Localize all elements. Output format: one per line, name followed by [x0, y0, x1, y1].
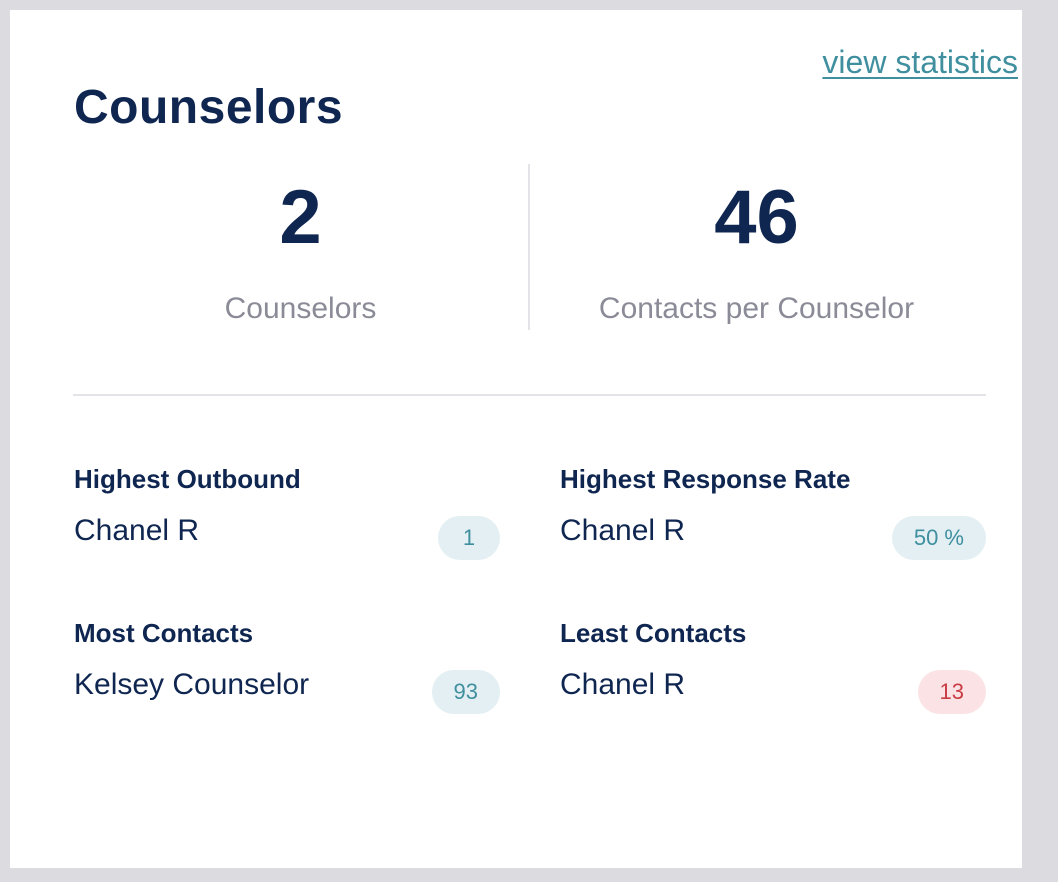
stats-divider [528, 164, 530, 330]
metric-counselor-name: Chanel R [560, 668, 686, 701]
metric-label: Least Contacts [560, 618, 747, 648]
stat-counselors-label: Counselors [224, 292, 377, 325]
metric-value-badge: 13 [917, 670, 986, 714]
view-statistics-link[interactable]: view statistics [822, 44, 1018, 80]
metric-value-badge: 50 % [891, 516, 986, 560]
stat-contacts-per-counselor-label: Contacts per Counselor [598, 292, 915, 325]
metric-label: Highest Outbound [74, 464, 301, 494]
metric-most-contacts: Most Contacts Kelsey Counselor 93 [74, 620, 500, 720]
metric-counselor-name: Chanel R [560, 514, 686, 547]
section-divider [73, 394, 986, 396]
metric-label: Highest Response Rate [560, 464, 851, 494]
metric-value-badge: 93 [431, 670, 500, 714]
metric-label: Most Contacts [74, 618, 254, 648]
metric-least-contacts: Least Contacts Chanel R 13 [560, 620, 986, 720]
card-title: Counselors [74, 81, 344, 134]
metric-value-badge: 1 [438, 516, 500, 560]
metric-counselor-name: Kelsey Counselor [74, 668, 310, 701]
metric-highest-response-rate: Highest Response Rate Chanel R 50 % [560, 466, 986, 566]
counselors-card: view statistics Counselors 2 Counselors … [10, 10, 1022, 868]
stat-contacts-per-counselor: 46 Contacts per Counselor [529, 180, 984, 324]
metric-highest-outbound: Highest Outbound Chanel R 1 [74, 466, 500, 566]
metric-counselor-name: Chanel R [74, 514, 200, 547]
stat-counselors: 2 Counselors [73, 180, 528, 324]
stat-contacts-per-counselor-value: 46 [714, 175, 799, 260]
stat-counselors-value: 2 [279, 175, 322, 260]
